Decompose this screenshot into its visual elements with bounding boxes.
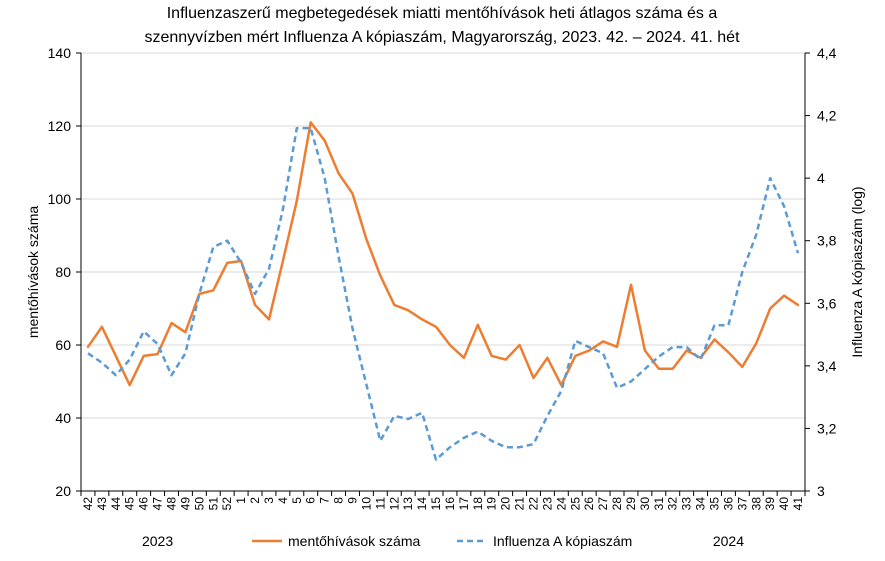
x-tick-label: 30 — [638, 497, 652, 511]
x-tick-label: 46 — [137, 497, 151, 511]
x-tick-label: 52 — [220, 497, 234, 511]
x-tick-label: 4 — [276, 497, 290, 504]
y-left-tick-label: 40 — [55, 410, 71, 426]
y-right-tick-label: 3,8 — [817, 233, 837, 249]
x-tick-label: 25 — [568, 497, 582, 511]
x-tick-label: 33 — [680, 497, 694, 511]
x-tick-label: 37 — [735, 497, 749, 511]
y-axis-left-title: mentőhívások száma — [25, 206, 41, 338]
series-line-copies — [87, 126, 800, 461]
year-label: 2023 — [142, 533, 173, 549]
x-tick-label: 7 — [318, 497, 332, 504]
x-tick-label: 6 — [304, 497, 318, 504]
x-tick-label: 38 — [749, 497, 763, 511]
gridlines — [81, 52, 805, 419]
y-left-tick-label: 120 — [48, 118, 72, 134]
x-tick-label: 16 — [443, 497, 457, 511]
x-tick-label: 45 — [123, 497, 137, 511]
x-tick-label: 3 — [262, 497, 276, 504]
x-tick-label: 31 — [652, 497, 666, 511]
legend: mentőhívások száma Influenza A kópiaszám — [252, 533, 632, 549]
y-axis-left-ticks: 20 40 60 80 100 120 140 — [48, 45, 81, 499]
y-right-tick-label: 3,4 — [817, 358, 837, 374]
x-tick-label: 15 — [429, 497, 443, 511]
x-tick-label: 48 — [165, 497, 179, 511]
x-tick-label: 2 — [248, 497, 262, 504]
x-tick-label: 22 — [527, 497, 541, 511]
y-axis-right-ticks: 3 3,2 3,4 3,6 3,8 4 4,2 4,4 — [805, 45, 837, 499]
x-tick-label: 1 — [234, 497, 248, 504]
x-tick-label: 5 — [290, 497, 304, 504]
y-right-tick-label: 3,2 — [817, 420, 837, 436]
x-tick-label: 17 — [457, 497, 471, 511]
x-tick-label: 12 — [387, 497, 401, 511]
year-label: 2024 — [713, 533, 744, 549]
y-right-tick-label: 4,2 — [817, 108, 837, 124]
x-tick-label: 49 — [178, 497, 192, 511]
x-tick-label: 42 — [81, 497, 95, 511]
y-left-tick-label: 80 — [55, 264, 71, 280]
x-tick-label: 43 — [95, 497, 109, 511]
x-tick-label: 32 — [666, 497, 680, 511]
y-right-tick-label: 3,6 — [817, 295, 837, 311]
series-line-calls — [86, 121, 800, 387]
x-tick-label: 41 — [791, 497, 805, 511]
year-labels: 2023 2024 — [142, 533, 744, 549]
x-axis-ticks: 42 43 44 45 46 47 48 49 50 51 52 1 2 3 4 5 6 7 8 9 10 11 12 13 1… — [80, 491, 806, 511]
x-tick-label: 23 — [540, 497, 554, 511]
y-axis-right-title: Influenza A kópiaszám (log) — [849, 186, 865, 357]
y-left-tick-label: 140 — [48, 45, 72, 61]
x-tick-label: 27 — [596, 497, 610, 511]
chart-title-line-1: Influenzaszerű megbetegedések miatti men… — [167, 5, 718, 22]
x-tick-label: 26 — [582, 497, 596, 511]
x-tick-label: 9 — [346, 497, 360, 504]
x-tick-label: 20 — [499, 497, 513, 511]
x-tick-label: 34 — [694, 497, 708, 511]
x-tick-label: 28 — [610, 497, 624, 511]
x-tick-label: 29 — [624, 497, 638, 511]
x-tick-label: 10 — [359, 497, 373, 511]
x-tick-label: 50 — [192, 497, 206, 511]
x-tick-label: 21 — [513, 497, 527, 511]
y-right-tick-label: 4,4 — [817, 45, 837, 61]
y-left-tick-label: 100 — [48, 191, 72, 207]
x-tick-label: 35 — [708, 497, 722, 511]
x-tick-label: 8 — [332, 497, 346, 504]
x-tick-label: 51 — [206, 497, 220, 511]
y-left-tick-label: 20 — [55, 483, 71, 499]
x-tick-label: 13 — [401, 497, 415, 511]
x-tick-label: 47 — [151, 497, 165, 511]
legend-label-calls: mentőhívások száma — [288, 533, 420, 549]
chart-title-line-2: szennyvízben mért Influenza A kópiaszám,… — [144, 29, 740, 46]
x-tick-label: 36 — [721, 497, 735, 511]
x-tick-label: 44 — [109, 497, 123, 511]
y-right-tick-label: 3 — [817, 483, 825, 499]
x-tick-label: 18 — [471, 497, 485, 511]
x-tick-label: 40 — [777, 497, 791, 511]
x-tick-label: 39 — [763, 497, 777, 511]
x-tick-label: 14 — [415, 497, 429, 511]
x-tick-label: 24 — [554, 497, 568, 511]
legend-label-copies: Influenza A kópiaszám — [493, 533, 632, 549]
y-right-tick-label: 4 — [817, 170, 825, 186]
x-tick-label: 19 — [485, 497, 499, 511]
series-lines — [86, 121, 800, 461]
y-left-tick-label: 60 — [55, 337, 71, 353]
x-tick-label: 11 — [373, 497, 387, 510]
